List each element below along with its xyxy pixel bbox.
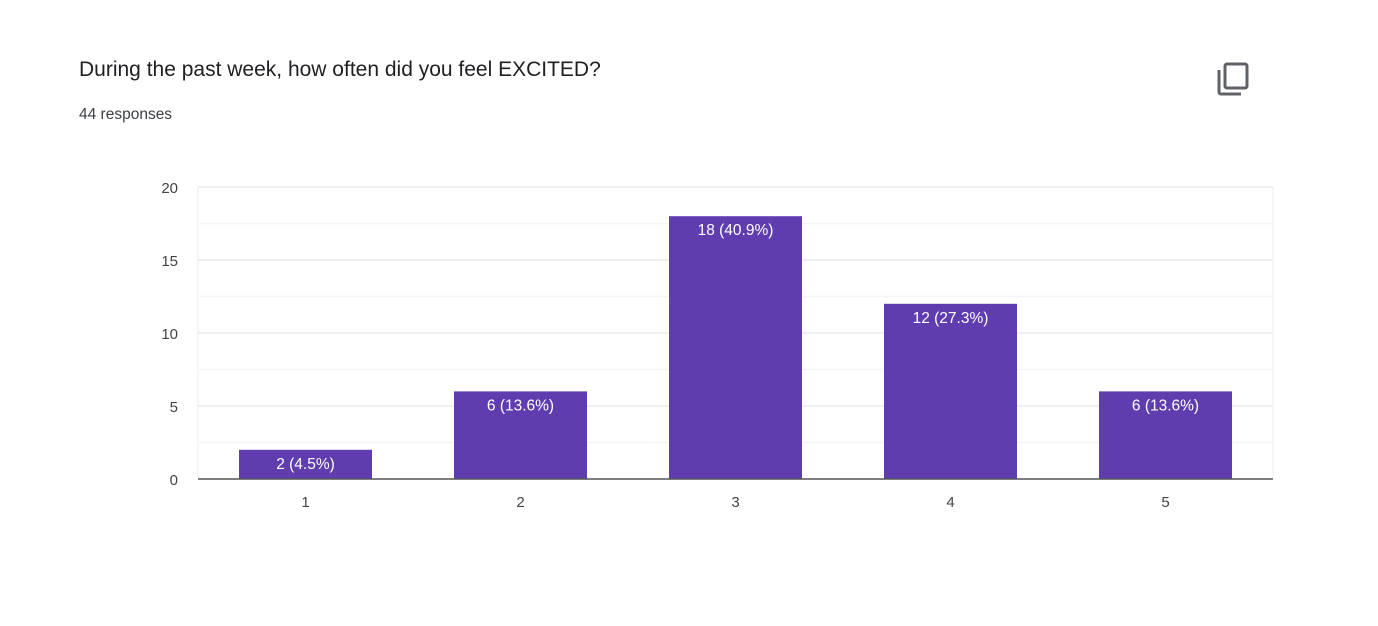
bar-data-label: 2 (4.5%) bbox=[276, 456, 335, 473]
question-title: During the past week, how often did you … bbox=[79, 58, 601, 81]
response-count: 44 responses bbox=[79, 106, 173, 123]
x-tick-label: 5 bbox=[1161, 494, 1169, 511]
copy-icon[interactable] bbox=[1214, 58, 1254, 98]
bar-data-label: 18 (40.9%) bbox=[698, 222, 774, 239]
bar bbox=[454, 391, 587, 479]
y-tick-label: 10 bbox=[161, 326, 178, 343]
x-tick-label: 2 bbox=[516, 494, 524, 511]
bar bbox=[669, 216, 802, 479]
bar bbox=[1099, 391, 1232, 479]
bar bbox=[239, 449, 372, 479]
y-tick-label: 15 bbox=[161, 253, 178, 270]
y-tick-label: 20 bbox=[161, 180, 178, 197]
x-tick-label: 3 bbox=[731, 494, 739, 511]
bar-data-label: 12 (27.3%) bbox=[913, 310, 989, 327]
y-tick-label: 5 bbox=[170, 399, 178, 416]
x-tick-label: 4 bbox=[946, 494, 954, 511]
bar-data-label: 6 (13.6%) bbox=[487, 397, 554, 414]
x-tick-label: 1 bbox=[301, 494, 309, 511]
y-tick-label: 0 bbox=[170, 472, 178, 489]
bar-data-label: 6 (13.6%) bbox=[1132, 397, 1199, 414]
bar bbox=[884, 303, 1017, 479]
